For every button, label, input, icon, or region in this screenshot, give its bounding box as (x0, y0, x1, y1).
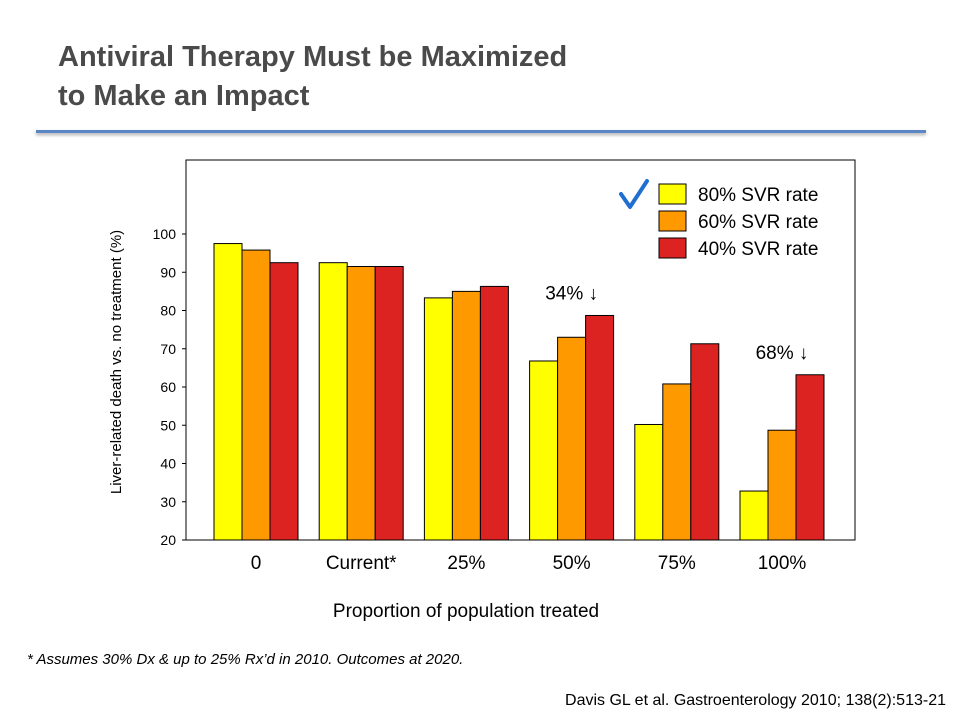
bar (557, 336, 587, 541)
checkmark-icon (619, 179, 649, 209)
legend-label: 40% SVR rate (698, 239, 818, 260)
annotation-label: 68% ↓ (756, 343, 809, 364)
x-tick-label: 25% (447, 553, 485, 574)
legend-label: 60% SVR rate (698, 212, 818, 233)
citation: Davis GL et al. Gastroenterology 2010; 1… (565, 692, 946, 709)
legend-swatch (658, 183, 687, 205)
bar (585, 314, 615, 541)
title-divider (36, 130, 926, 133)
footnote: * Assumes 30% Dx & up to 25% Rx’d in 201… (27, 651, 464, 668)
x-tick-label: 100% (758, 553, 807, 574)
y-axis-label: Liver-related death vs. no treatment (%) (108, 230, 125, 494)
bar (529, 360, 559, 541)
slide-title: Antiviral Therapy Must be Maximized to M… (58, 38, 567, 116)
x-axis-label: Proportion of population treated (333, 601, 599, 622)
y-tick-label: 40 (160, 456, 176, 472)
legend-swatch (658, 237, 687, 259)
x-tick-label: 75% (658, 553, 696, 574)
bar (479, 285, 509, 541)
bar (346, 266, 376, 541)
bar (451, 290, 481, 541)
y-tick-label: 60 (160, 379, 176, 395)
y-tick-label: 80 (160, 303, 176, 319)
plot-area-frame (185, 159, 856, 541)
slide-title-line-1: Antiviral Therapy Must be Maximized (58, 41, 568, 73)
bar (423, 297, 453, 541)
bar (269, 262, 299, 541)
x-tick-label: 50% (553, 553, 591, 574)
x-tick-label: Current* (326, 553, 397, 574)
bar (634, 423, 664, 541)
legend-swatch (658, 210, 687, 232)
bar (213, 243, 243, 541)
bar (795, 374, 825, 541)
bar (241, 249, 271, 541)
x-tick-label: 0 (251, 553, 262, 574)
y-tick-label: 100 (153, 226, 177, 242)
slide-title-line-2: to Make an Impact (58, 80, 310, 112)
legend-label: 80% SVR rate (698, 185, 818, 206)
bar (739, 490, 769, 541)
bar (374, 266, 404, 541)
y-tick-label: 30 (160, 494, 176, 510)
bar (318, 262, 348, 541)
bar (662, 383, 692, 541)
y-tick-label: 50 (160, 417, 176, 433)
y-tick-label: 90 (160, 264, 176, 280)
bar (690, 343, 720, 541)
bar (767, 429, 797, 541)
y-tick-label: 20 (160, 532, 176, 548)
y-tick-label: 70 (160, 341, 176, 357)
annotation-label: 34% ↓ (545, 283, 598, 304)
